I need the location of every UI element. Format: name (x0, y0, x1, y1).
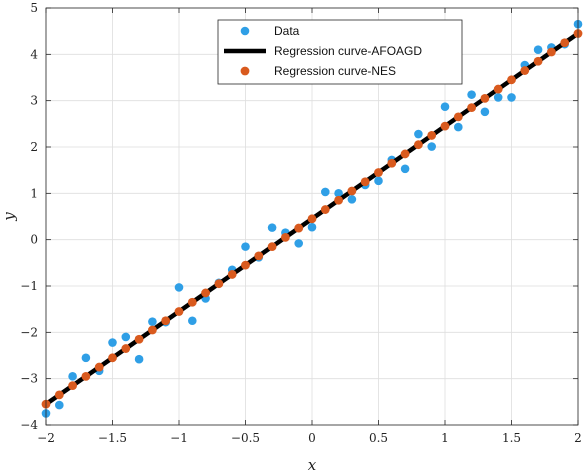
legend-nes-marker (240, 66, 250, 76)
nes-point (54, 390, 64, 400)
data-point (507, 93, 516, 102)
data-point (493, 93, 503, 102)
data-point (321, 187, 330, 197)
axis-ticks (45, 7, 579, 426)
legend-label: Regression curve-AFOAGD (274, 44, 422, 58)
nes-point (334, 195, 343, 205)
data-point (347, 195, 357, 204)
data-point (188, 316, 197, 326)
legend-label: Regression curve-NES (274, 64, 396, 78)
nes-point (241, 260, 250, 270)
nes-point (267, 242, 277, 252)
series-nes (41, 29, 583, 409)
legend: Data Regression curve-AFOAGD Regression cu… (217, 19, 463, 85)
data-point (148, 317, 157, 326)
nes-point (533, 56, 543, 66)
x-tick-label: 1 (441, 431, 449, 445)
nes-point (94, 362, 104, 372)
nes-point (453, 112, 463, 122)
x-tick-label: 0 (308, 431, 316, 445)
y-tick-label: 4 (30, 47, 38, 61)
x-axis-label: x (308, 456, 317, 474)
nes-point (161, 316, 171, 326)
legend-data-marker (240, 26, 250, 36)
x-tick-label: −1 (170, 431, 188, 445)
nes-point (427, 131, 437, 140)
nes-point (400, 149, 410, 159)
nes-point (547, 47, 556, 57)
nes-point (174, 307, 184, 316)
nes-point (307, 214, 317, 224)
data-point (467, 90, 476, 99)
data-point (533, 45, 543, 54)
data-point (374, 176, 383, 186)
data-point (55, 400, 64, 410)
data-point (307, 222, 317, 232)
data-point (334, 189, 343, 198)
legend-label: Data (274, 24, 300, 38)
y-tick-label: −4 (20, 418, 38, 432)
nes-point (121, 344, 131, 353)
nes-point (520, 66, 530, 75)
x-tick-label: 0.5 (369, 431, 388, 445)
nes-point (560, 38, 570, 48)
data-point (454, 122, 463, 132)
y-axis-label: y (0, 212, 18, 222)
x-tick-label: −0.5 (231, 431, 260, 445)
data-point (400, 164, 410, 174)
y-tick-label: 0 (30, 233, 38, 247)
series-layer (41, 19, 583, 418)
data-point (440, 102, 450, 111)
nes-point (201, 288, 211, 298)
data-point (294, 239, 304, 248)
y-tick-label: 2 (30, 140, 38, 154)
nes-point (148, 325, 157, 335)
nes-point (254, 251, 264, 261)
data-point (108, 338, 117, 347)
data-point (414, 129, 423, 139)
nes-point (68, 381, 77, 391)
data-point (81, 353, 91, 363)
data-point (68, 372, 77, 381)
nes-point (507, 75, 516, 85)
x-tick-label: 1.5 (502, 431, 521, 445)
nes-point (374, 168, 383, 177)
nes-point (493, 84, 503, 94)
nes-point (480, 93, 490, 103)
nes-point (187, 297, 197, 307)
data-point (241, 242, 250, 251)
y-tick-label: 3 (30, 94, 38, 108)
nes-point (227, 270, 237, 279)
data-point (427, 142, 437, 151)
nes-point (347, 186, 357, 196)
nes-point (281, 232, 290, 242)
y-tick-label: 5 (30, 1, 38, 15)
nes-point (134, 334, 144, 344)
nes-point (108, 353, 117, 363)
y-tick-label: −3 (20, 372, 38, 386)
y-tick-label: −2 (20, 325, 38, 339)
axis-tick-labels: −2 −1.5 −1 −0.5 0 0.5 1 1.5 2 −4 −3 −2 −1 0 1 2 3 4 5 (20, 1, 582, 445)
x-tick-label: 2 (574, 431, 582, 445)
nes-point (467, 103, 476, 113)
data-point (174, 283, 184, 292)
nes-point (81, 371, 91, 381)
nes-point (387, 158, 397, 168)
data-point (121, 332, 131, 342)
data-point (480, 107, 490, 117)
y-tick-label: −1 (20, 279, 38, 293)
data-point (134, 354, 144, 364)
nes-point (440, 121, 450, 131)
x-tick-label: −1.5 (98, 431, 127, 445)
nes-point (320, 205, 330, 214)
nes-point (294, 223, 304, 233)
nes-point (214, 279, 224, 289)
nes-point (414, 140, 423, 150)
x-tick-label: −2 (37, 431, 55, 445)
data-point (267, 223, 277, 232)
y-tick-label: 1 (30, 186, 38, 200)
nes-point (360, 177, 370, 187)
